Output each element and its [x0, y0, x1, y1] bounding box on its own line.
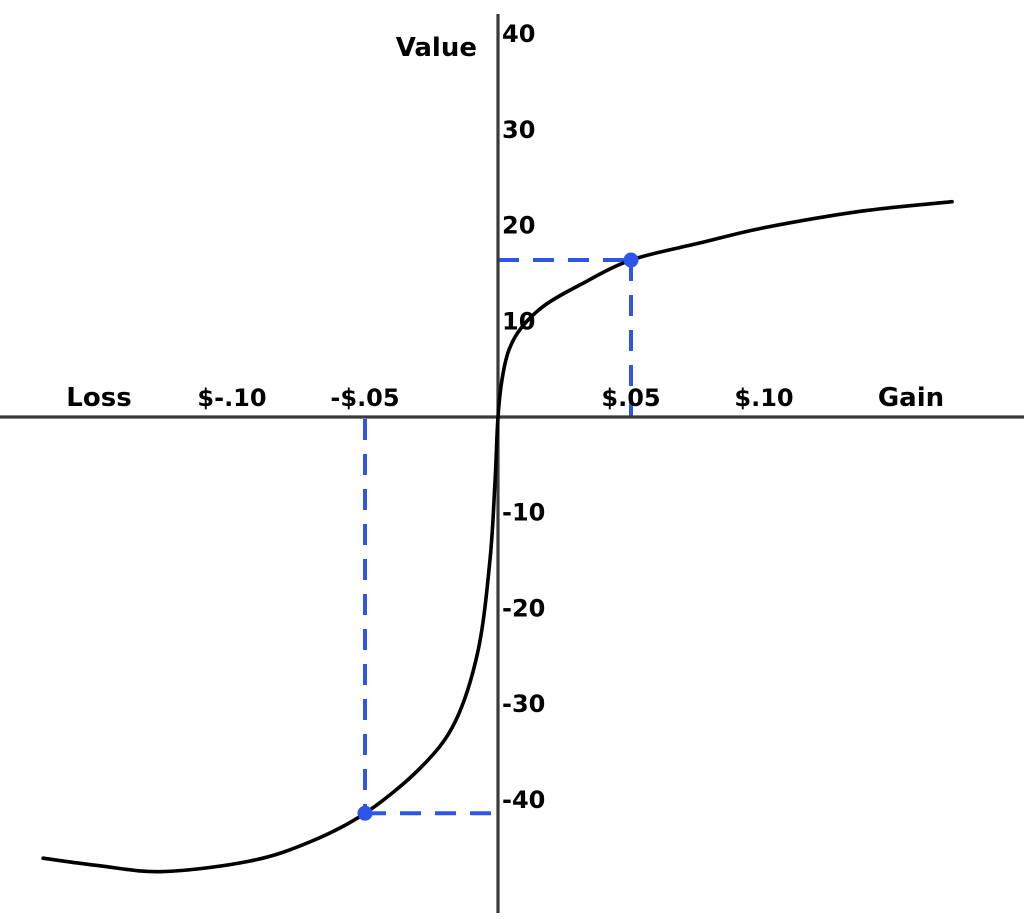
x-axis-loss-label: Loss: [66, 383, 131, 413]
y-tick-30: 30: [502, 116, 535, 144]
y-axis-label: Value: [396, 33, 477, 63]
y-tick--10: -10: [502, 499, 545, 527]
x-axis-gain-label: Gain: [878, 383, 944, 413]
x-tick-$.05: $.05: [601, 384, 660, 412]
y-tick--20: -20: [502, 594, 545, 622]
y-tick-10: 10: [502, 307, 535, 335]
y-tick-20: 20: [502, 212, 535, 240]
y-tick--40: -40: [502, 786, 545, 814]
x-tick-$-.10: $-.10: [197, 384, 266, 412]
gain-reference-point: [623, 252, 639, 268]
x-tick-$.10: $.10: [734, 384, 793, 412]
y-tick-40: 40: [502, 20, 535, 48]
loss-reference-point: [357, 805, 373, 821]
y-tick--30: -30: [502, 690, 545, 718]
x-tick--$.05: -$.05: [330, 384, 399, 412]
value-function-curve: [41, 199, 954, 874]
